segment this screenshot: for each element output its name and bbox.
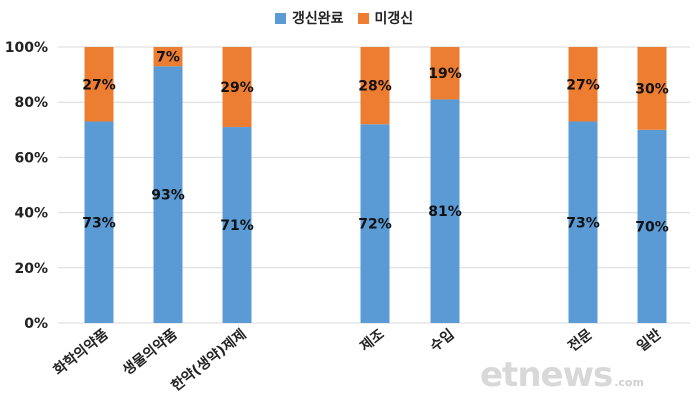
data-label: 70%: [635, 219, 669, 235]
data-label: 73%: [566, 215, 600, 231]
data-label: 81%: [428, 204, 462, 220]
data-label: 7%: [156, 50, 180, 66]
legend-swatch-not-renewed: [357, 12, 369, 24]
watermark-logo: etnews .com: [480, 355, 644, 395]
y-tick-label: 100%: [5, 40, 48, 56]
data-label: 72%: [358, 217, 392, 233]
data-label: 73%: [82, 215, 116, 231]
y-tick-label: 20%: [14, 261, 48, 277]
bar-segment-not-renewed: [430, 47, 460, 100]
watermark-text: etnews: [480, 355, 613, 395]
legend-label-not-renewed: 미갱신: [374, 11, 414, 27]
bar-segment-not-renewed: [568, 47, 598, 122]
bar-segment-not-renewed: [153, 47, 183, 67]
legend: 갱신완료 미갱신: [275, 8, 427, 28]
data-label: 27%: [82, 77, 116, 93]
bar-segment-not-renewed: [637, 47, 667, 130]
bar-segment-not-renewed: [84, 47, 114, 122]
y-tick-label: 40%: [14, 206, 48, 222]
data-label: 30%: [635, 81, 669, 97]
x-tick-label: 수입: [427, 327, 457, 355]
x-tick-label: 생물의약품: [119, 326, 180, 379]
data-label: 27%: [566, 77, 600, 93]
y-tick-label: 0%: [24, 316, 48, 332]
bar-segment-completed: [568, 121, 598, 324]
legend-label-completed: 갱신완료: [292, 11, 344, 27]
bar-segment-completed: [222, 127, 252, 323]
y-tick-label: 60%: [14, 150, 48, 166]
data-label: 19%: [428, 66, 462, 82]
x-tick-label: 화학의약품: [50, 326, 111, 379]
data-label: 71%: [220, 218, 254, 234]
bar-segment-not-renewed: [360, 47, 390, 125]
legend-swatch-completed: [275, 12, 286, 24]
data-label: 29%: [220, 80, 254, 96]
bar-segment-completed: [637, 129, 667, 323]
bar-segment-completed: [153, 66, 183, 323]
legend-item-completed: 갱신완료: [275, 8, 344, 28]
y-tick-label: 80%: [14, 95, 48, 111]
bar-segment-completed: [430, 99, 460, 323]
x-tick-label: 한약(생약)제제: [168, 326, 249, 395]
x-tick-label: 전문: [565, 326, 596, 355]
data-label: 93%: [151, 188, 185, 204]
x-tick-label: 일반: [634, 326, 665, 355]
bar-segment-completed: [84, 121, 114, 324]
bar-segment-not-renewed: [222, 47, 252, 128]
data-label: 28%: [358, 79, 392, 95]
watermark-sub: .com: [614, 376, 644, 389]
bar-segment-completed: [360, 124, 390, 323]
legend-item-not-renewed: 미갱신: [357, 8, 414, 28]
x-tick-label: 제조: [357, 326, 387, 355]
